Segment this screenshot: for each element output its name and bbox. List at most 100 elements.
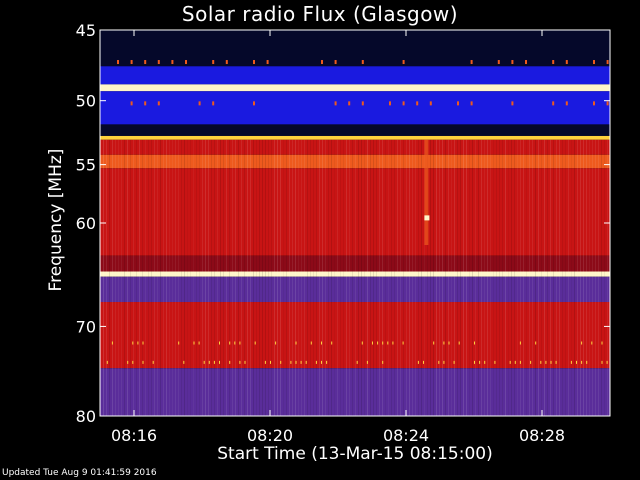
texture-column <box>412 139 413 416</box>
texture-column <box>370 139 371 416</box>
texture-column <box>424 139 425 416</box>
speckle <box>535 341 537 345</box>
speckle <box>417 360 419 364</box>
interference-dot <box>157 101 160 106</box>
speckle <box>458 341 460 345</box>
texture-column <box>541 139 542 416</box>
speckle <box>132 360 134 364</box>
y-tick-label: 50 <box>76 92 96 111</box>
texture-column <box>568 139 569 416</box>
texture-column <box>544 139 545 416</box>
texture-column <box>190 139 191 416</box>
texture-column <box>487 139 488 416</box>
chart-title: Solar radio Flux (Glasgow) <box>181 2 459 26</box>
texture-column <box>595 139 596 416</box>
texture-column <box>208 139 209 416</box>
texture-column <box>415 139 416 416</box>
y-tick-label: 80 <box>76 407 96 426</box>
x-axis-label: Start Time (13-Mar-15 08:15:00) <box>217 444 493 464</box>
texture-column <box>532 139 533 416</box>
texture-column <box>196 139 197 416</box>
texture-column <box>253 139 254 416</box>
texture-column <box>223 139 224 416</box>
texture-column <box>472 139 473 416</box>
texture-column <box>163 139 164 416</box>
texture-column <box>325 139 326 416</box>
speckle <box>550 360 552 364</box>
texture-column <box>418 139 419 416</box>
interference-dot <box>253 101 255 106</box>
interference-dot <box>511 101 514 106</box>
texture-column <box>343 139 344 416</box>
texture-column <box>139 139 140 416</box>
speckle <box>545 360 547 364</box>
speckle <box>474 360 475 364</box>
texture-column <box>154 139 155 416</box>
interference-dot <box>266 60 269 65</box>
speckle <box>208 360 210 364</box>
texture-column <box>268 139 269 416</box>
speckle <box>423 360 424 364</box>
speckle <box>484 360 486 364</box>
speckle <box>519 360 521 364</box>
updated-timestamp: Updated Tue Aug 9 01:41:59 2016 <box>2 468 157 478</box>
interference-dot <box>470 101 473 106</box>
texture-column <box>607 139 608 416</box>
speckle <box>443 360 445 364</box>
texture-column <box>148 139 149 416</box>
texture-column <box>403 139 404 416</box>
texture-column <box>115 139 116 416</box>
band-1 <box>100 66 610 85</box>
texture-column <box>460 139 461 416</box>
speckle <box>372 341 373 345</box>
speckle <box>570 360 572 364</box>
texture-column <box>127 139 128 416</box>
texture-column <box>217 139 218 416</box>
speckle <box>514 360 516 364</box>
texture-column <box>538 139 539 416</box>
texture-column <box>286 139 287 416</box>
speckle <box>392 341 394 345</box>
interference-dot <box>565 60 568 65</box>
texture-column <box>133 139 134 416</box>
interference-dot <box>117 60 119 65</box>
texture-column <box>274 139 275 416</box>
texture-column <box>604 139 605 416</box>
interference-dot <box>348 101 351 106</box>
speckle <box>326 360 328 364</box>
texture-column <box>316 139 317 416</box>
interference-dot <box>389 101 391 106</box>
texture-column <box>118 139 119 416</box>
speckle <box>540 360 542 364</box>
interference-dot <box>157 60 160 65</box>
texture-column <box>304 139 305 416</box>
texture-column <box>211 139 212 416</box>
texture-column <box>298 139 299 416</box>
texture-column <box>529 139 530 416</box>
speckle <box>300 360 302 364</box>
texture-column <box>583 139 584 416</box>
texture-column <box>385 139 386 416</box>
texture-column <box>103 139 104 416</box>
texture-column <box>580 139 581 416</box>
speckle <box>586 360 588 364</box>
texture-column <box>508 139 509 416</box>
texture-column <box>145 139 146 416</box>
texture-column <box>577 139 578 416</box>
speckle <box>106 360 108 364</box>
texture-column <box>352 139 353 416</box>
speckle <box>606 360 608 364</box>
speckle <box>555 360 557 364</box>
texture-column <box>397 139 398 416</box>
interference-dot <box>212 101 215 106</box>
texture-column <box>469 139 470 416</box>
texture-column <box>448 139 449 416</box>
texture-column <box>601 139 602 416</box>
interference-dot <box>253 60 255 65</box>
texture-column <box>112 139 113 416</box>
speckle <box>443 341 445 345</box>
speckle <box>356 360 358 364</box>
texture-column <box>484 139 485 416</box>
speckle <box>132 341 134 345</box>
texture-column <box>451 139 452 416</box>
